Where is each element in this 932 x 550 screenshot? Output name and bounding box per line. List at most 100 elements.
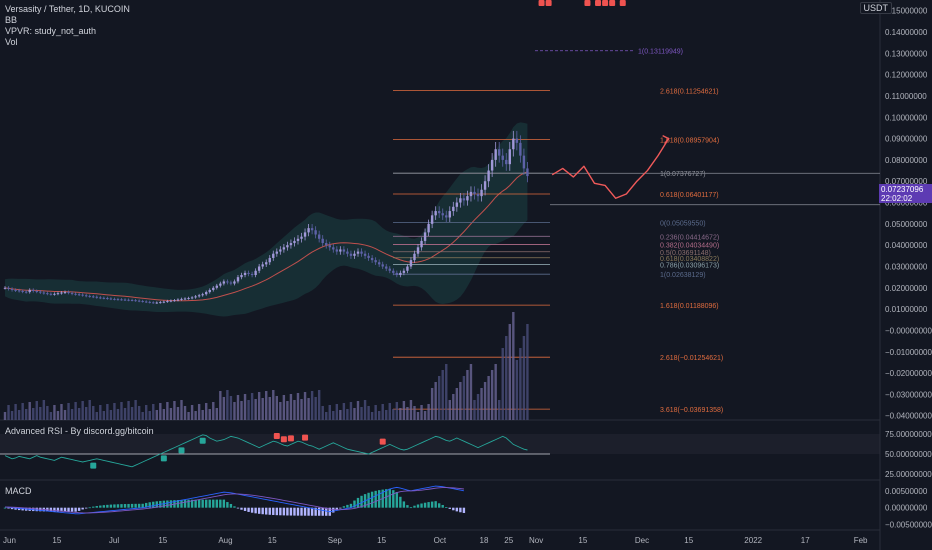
candle-body bbox=[462, 198, 466, 201]
candle-body bbox=[367, 255, 370, 258]
rsi-sell-marker bbox=[602, 0, 609, 6]
macd-histogram-bar bbox=[74, 507, 77, 512]
candle-body bbox=[226, 281, 229, 283]
macd-histogram-bar bbox=[332, 507, 335, 513]
time-axis-label: 15 bbox=[158, 536, 167, 545]
price-axis-label: 0.14000000 bbox=[885, 28, 928, 37]
volume-bar bbox=[35, 401, 38, 420]
currency-badge[interactable]: USDT bbox=[859, 2, 892, 14]
price-axis-label: −0.00000000 bbox=[885, 326, 932, 335]
volume-bar bbox=[420, 405, 423, 420]
rsi-buy-marker bbox=[178, 447, 185, 454]
axes: 0.15000000 0.14000000 0.13000000 0.12000000… bbox=[3, 7, 932, 545]
candle-body bbox=[402, 270, 406, 273]
candle-body bbox=[169, 300, 173, 302]
volume-bar bbox=[427, 404, 430, 420]
fib-level-label: 2.618(−0.01254621) bbox=[660, 355, 723, 362]
rsi-sell-marker bbox=[287, 435, 294, 442]
candle-body bbox=[173, 300, 176, 302]
time-axis-label: 15 bbox=[377, 536, 386, 545]
candle-body bbox=[28, 289, 31, 293]
price-axis-label: 0.06000000 bbox=[885, 199, 928, 208]
symbol-title[interactable]: Versasity / Tether, 1D, KUCOIN bbox=[5, 4, 130, 14]
volume-bar bbox=[229, 396, 233, 420]
candle-body bbox=[512, 138, 515, 150]
candle-body bbox=[162, 301, 166, 303]
volume-bar bbox=[21, 403, 24, 420]
volume-bar bbox=[257, 392, 261, 420]
candle-body bbox=[229, 282, 233, 284]
volume-bar bbox=[169, 408, 173, 420]
volume-bar bbox=[70, 409, 74, 420]
volume-bar bbox=[183, 406, 187, 420]
macd-histogram-bar bbox=[282, 507, 286, 516]
volume-bar bbox=[289, 394, 293, 420]
rsi-pane bbox=[0, 0, 626, 469]
volume-bar bbox=[342, 403, 346, 420]
candle-body bbox=[279, 249, 282, 252]
fib-level-label: 1.618(0.01188096) bbox=[660, 303, 719, 310]
volume-bar bbox=[501, 348, 504, 420]
candle-body bbox=[272, 253, 275, 258]
macd-histogram-bar bbox=[374, 490, 377, 508]
candle-body bbox=[197, 295, 201, 297]
volume-bar bbox=[3, 412, 7, 420]
candle-body bbox=[515, 138, 519, 143]
time-axis-label: Oct bbox=[434, 536, 447, 545]
macd-pane-label[interactable]: MACD bbox=[5, 486, 32, 496]
volume-bar bbox=[286, 401, 289, 420]
candle-body bbox=[166, 301, 169, 303]
volume-bar bbox=[480, 388, 483, 420]
macd-histogram-bar bbox=[462, 507, 466, 513]
volume-bar bbox=[74, 402, 77, 420]
time-axis-label: Feb bbox=[854, 536, 868, 545]
volume-bar bbox=[7, 405, 10, 420]
volume-bar bbox=[300, 399, 303, 420]
macd-histogram-bar bbox=[250, 507, 254, 513]
price-axis-label: 0.15000000 bbox=[885, 7, 928, 16]
indicator-bb[interactable]: BB bbox=[5, 15, 18, 25]
candle-body bbox=[257, 266, 261, 271]
macd-histogram-bar bbox=[180, 499, 183, 508]
volume-bar bbox=[265, 391, 268, 420]
macd-histogram-bar bbox=[416, 504, 420, 508]
candle-body bbox=[406, 266, 409, 271]
time-axis-label: 15 bbox=[578, 536, 587, 545]
candle-body bbox=[261, 264, 264, 267]
volume-bar bbox=[519, 348, 522, 420]
candle-body bbox=[416, 247, 420, 254]
macd-histogram-bar bbox=[272, 507, 275, 516]
macd-histogram-bar bbox=[17, 507, 21, 511]
indicator-vpvr[interactable]: VPVR: study_not_auth bbox=[5, 26, 97, 36]
fib-level-label: 1(0.13119949) bbox=[638, 49, 683, 56]
macd-histogram-bar bbox=[99, 505, 102, 508]
volume-bar bbox=[63, 410, 67, 420]
candle-body bbox=[526, 168, 529, 177]
rsi-pane-label[interactable]: Advanced RSI - By discord.gg/bitcoin bbox=[5, 426, 154, 436]
indicator-vol[interactable]: Vol bbox=[5, 37, 18, 47]
volume-bar bbox=[67, 403, 70, 420]
macd-histogram-bar bbox=[194, 499, 197, 508]
macd-histogram-bar bbox=[7, 507, 10, 509]
price-axis-label: 0.01000000 bbox=[885, 305, 928, 314]
candle-body bbox=[303, 232, 307, 237]
rsi-sell-marker bbox=[379, 438, 386, 445]
volume-bar bbox=[409, 400, 413, 420]
macd-histogram-bar bbox=[268, 507, 271, 515]
volume-bar bbox=[272, 390, 275, 420]
macd-histogram-bar bbox=[289, 507, 293, 516]
macd-histogram-bar bbox=[385, 489, 388, 508]
time-axis-label: Jul bbox=[109, 536, 119, 545]
projection-arrowhead bbox=[662, 134, 670, 145]
volume-bar bbox=[505, 336, 508, 420]
candle-body bbox=[346, 251, 349, 254]
candle-body bbox=[190, 297, 194, 299]
candle-body bbox=[74, 293, 77, 295]
volume-bar bbox=[250, 393, 254, 420]
macd-histogram-bar bbox=[377, 490, 381, 508]
macd-histogram-bar bbox=[392, 490, 395, 508]
macd-histogram-bar bbox=[437, 503, 441, 508]
candle-body bbox=[254, 270, 257, 276]
macd-histogram-bar bbox=[152, 501, 155, 508]
